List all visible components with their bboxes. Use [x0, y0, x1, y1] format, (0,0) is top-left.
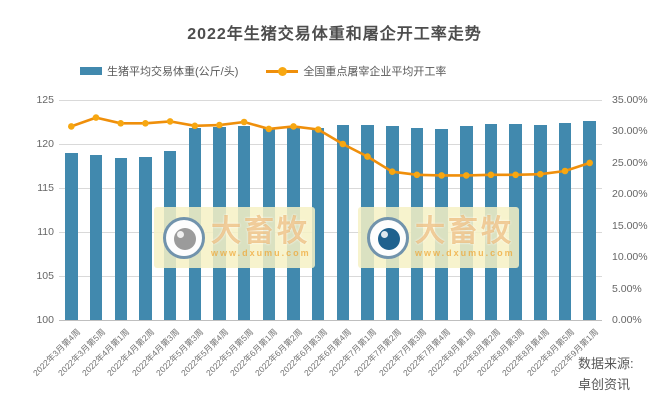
- data-source-note: 数据来源: 卓创资讯: [578, 353, 634, 395]
- line-marker: [413, 171, 421, 179]
- right-axis-tick: 30.00%: [612, 125, 648, 138]
- watermark-url: www.dxumu.com: [415, 248, 515, 258]
- bar: [65, 152, 78, 320]
- right-axis-tick: 15.00%: [612, 219, 648, 232]
- watermark-left: 大畜牧 www.dxumu.com: [154, 207, 315, 268]
- line-marker: [364, 153, 371, 160]
- line-marker: [463, 172, 470, 179]
- line-marker: [314, 126, 322, 133]
- watermark-eye-logo-icon: [163, 216, 205, 259]
- right-axis-tick: 0.00%: [612, 314, 642, 326]
- line-marker: [117, 120, 124, 127]
- line-marker: [92, 114, 100, 121]
- watermark-right: 大畜牧 www.dxumu.com: [358, 207, 519, 268]
- legend-label-weight: 生猪平均交易体重(公斤/头): [107, 66, 239, 78]
- right-axis-tick: 20.00%: [612, 188, 648, 201]
- bar: [583, 121, 596, 320]
- right-axis-tick: 25.00%: [612, 156, 648, 169]
- line-marker: [265, 125, 273, 133]
- gridline: [59, 188, 602, 189]
- line-marker: [561, 167, 569, 175]
- bar: [89, 154, 103, 320]
- left-axis-tick: 100: [36, 314, 54, 326]
- legend-label-rate: 全国重点屠宰企业平均开工率: [303, 66, 447, 78]
- line-path: [70, 116, 592, 177]
- gridline: [59, 232, 602, 233]
- gridline: [59, 100, 602, 101]
- bar: [139, 157, 152, 320]
- left-axis-tick: 125: [36, 94, 54, 106]
- line-marker: [216, 121, 223, 129]
- line-marker: [68, 123, 75, 130]
- left-axis-tick: 120: [36, 138, 54, 150]
- legend-item-weight: 生猪平均交易体重(公斤/头): [80, 63, 238, 79]
- bar-series-swatch-icon: [80, 67, 102, 75]
- line-series-swatch-icon: [266, 66, 299, 76]
- right-axis-tick: 35.00%: [612, 94, 648, 106]
- gridline: [59, 276, 602, 277]
- line-marker: [191, 122, 199, 130]
- gridline: [59, 144, 602, 145]
- data-source-label: 数据来源:: [578, 356, 634, 371]
- watermark-text: 大畜牧: [211, 215, 310, 248]
- legend-item-rate: 全国重点屠宰企业平均开工率: [266, 63, 446, 79]
- line-marker: [586, 159, 593, 167]
- watermark-text: 大畜牧: [415, 215, 514, 248]
- right-axis-tick: 5.00%: [612, 282, 642, 295]
- watermark-eye-logo-icon: [367, 216, 409, 259]
- line-marker: [240, 118, 248, 126]
- bar: [114, 158, 127, 320]
- line-marker: [290, 123, 297, 130]
- watermark-url: www.dxumu.com: [211, 248, 311, 258]
- left-axis-tick: 105: [36, 270, 54, 282]
- bar: [311, 128, 325, 320]
- data-source-name: 卓创资讯: [578, 377, 631, 392]
- legend: 生猪平均交易体重(公斤/头) 全国重点屠宰企业平均开工率: [80, 63, 446, 79]
- line-marker: [512, 171, 519, 179]
- line-marker: [537, 170, 544, 178]
- x-axis-line: [59, 320, 602, 321]
- line-marker: [142, 120, 149, 127]
- line-marker: [166, 118, 174, 125]
- line-marker: [339, 140, 347, 148]
- line-marker: [388, 168, 396, 175]
- right-axis-tick: 10.00%: [612, 251, 648, 264]
- line-marker: [487, 171, 495, 179]
- chart-title: 2022年生猪交易体重和屠企开工率走势: [187, 26, 482, 43]
- bar: [336, 124, 350, 320]
- line-marker: [438, 172, 445, 179]
- left-axis-tick: 115: [37, 182, 54, 194]
- left-axis-tick: 110: [37, 226, 54, 238]
